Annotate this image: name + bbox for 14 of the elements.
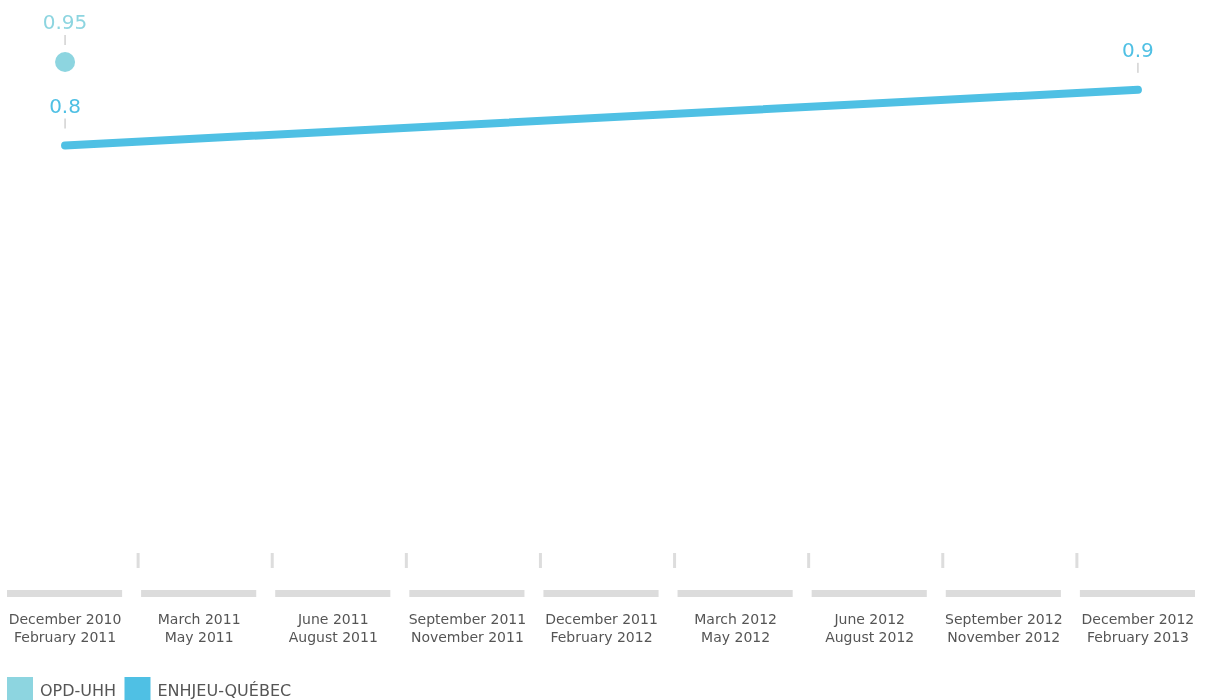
x-tick-label: June 2011 August 2011 [288, 611, 378, 645]
data-label: 0.95 [42, 10, 88, 34]
x-tick-label: December 2010 February 2011 [8, 611, 122, 645]
legend-label: OPD-UHH [40, 681, 117, 700]
x-tick-label: September 2012 November 2012 [945, 611, 1063, 645]
x-tick-label: December 2011 February 2012 [545, 611, 658, 645]
legend-label: ENHJEU-QUÉBEC [157, 681, 292, 700]
data-label: 0.8 [49, 93, 81, 118]
x-tick-label: March 2012 May 2012 [694, 611, 777, 645]
x-tick-label: June 2012 August 2012 [825, 611, 915, 645]
data-label: 0.9 [1122, 37, 1154, 62]
x-tick-label: December 2012 February 2013 [1081, 611, 1195, 645]
x-tick-label: September 2011 November 2011 [408, 611, 527, 645]
x-tick-label: March 2011 May 2011 [157, 611, 241, 645]
